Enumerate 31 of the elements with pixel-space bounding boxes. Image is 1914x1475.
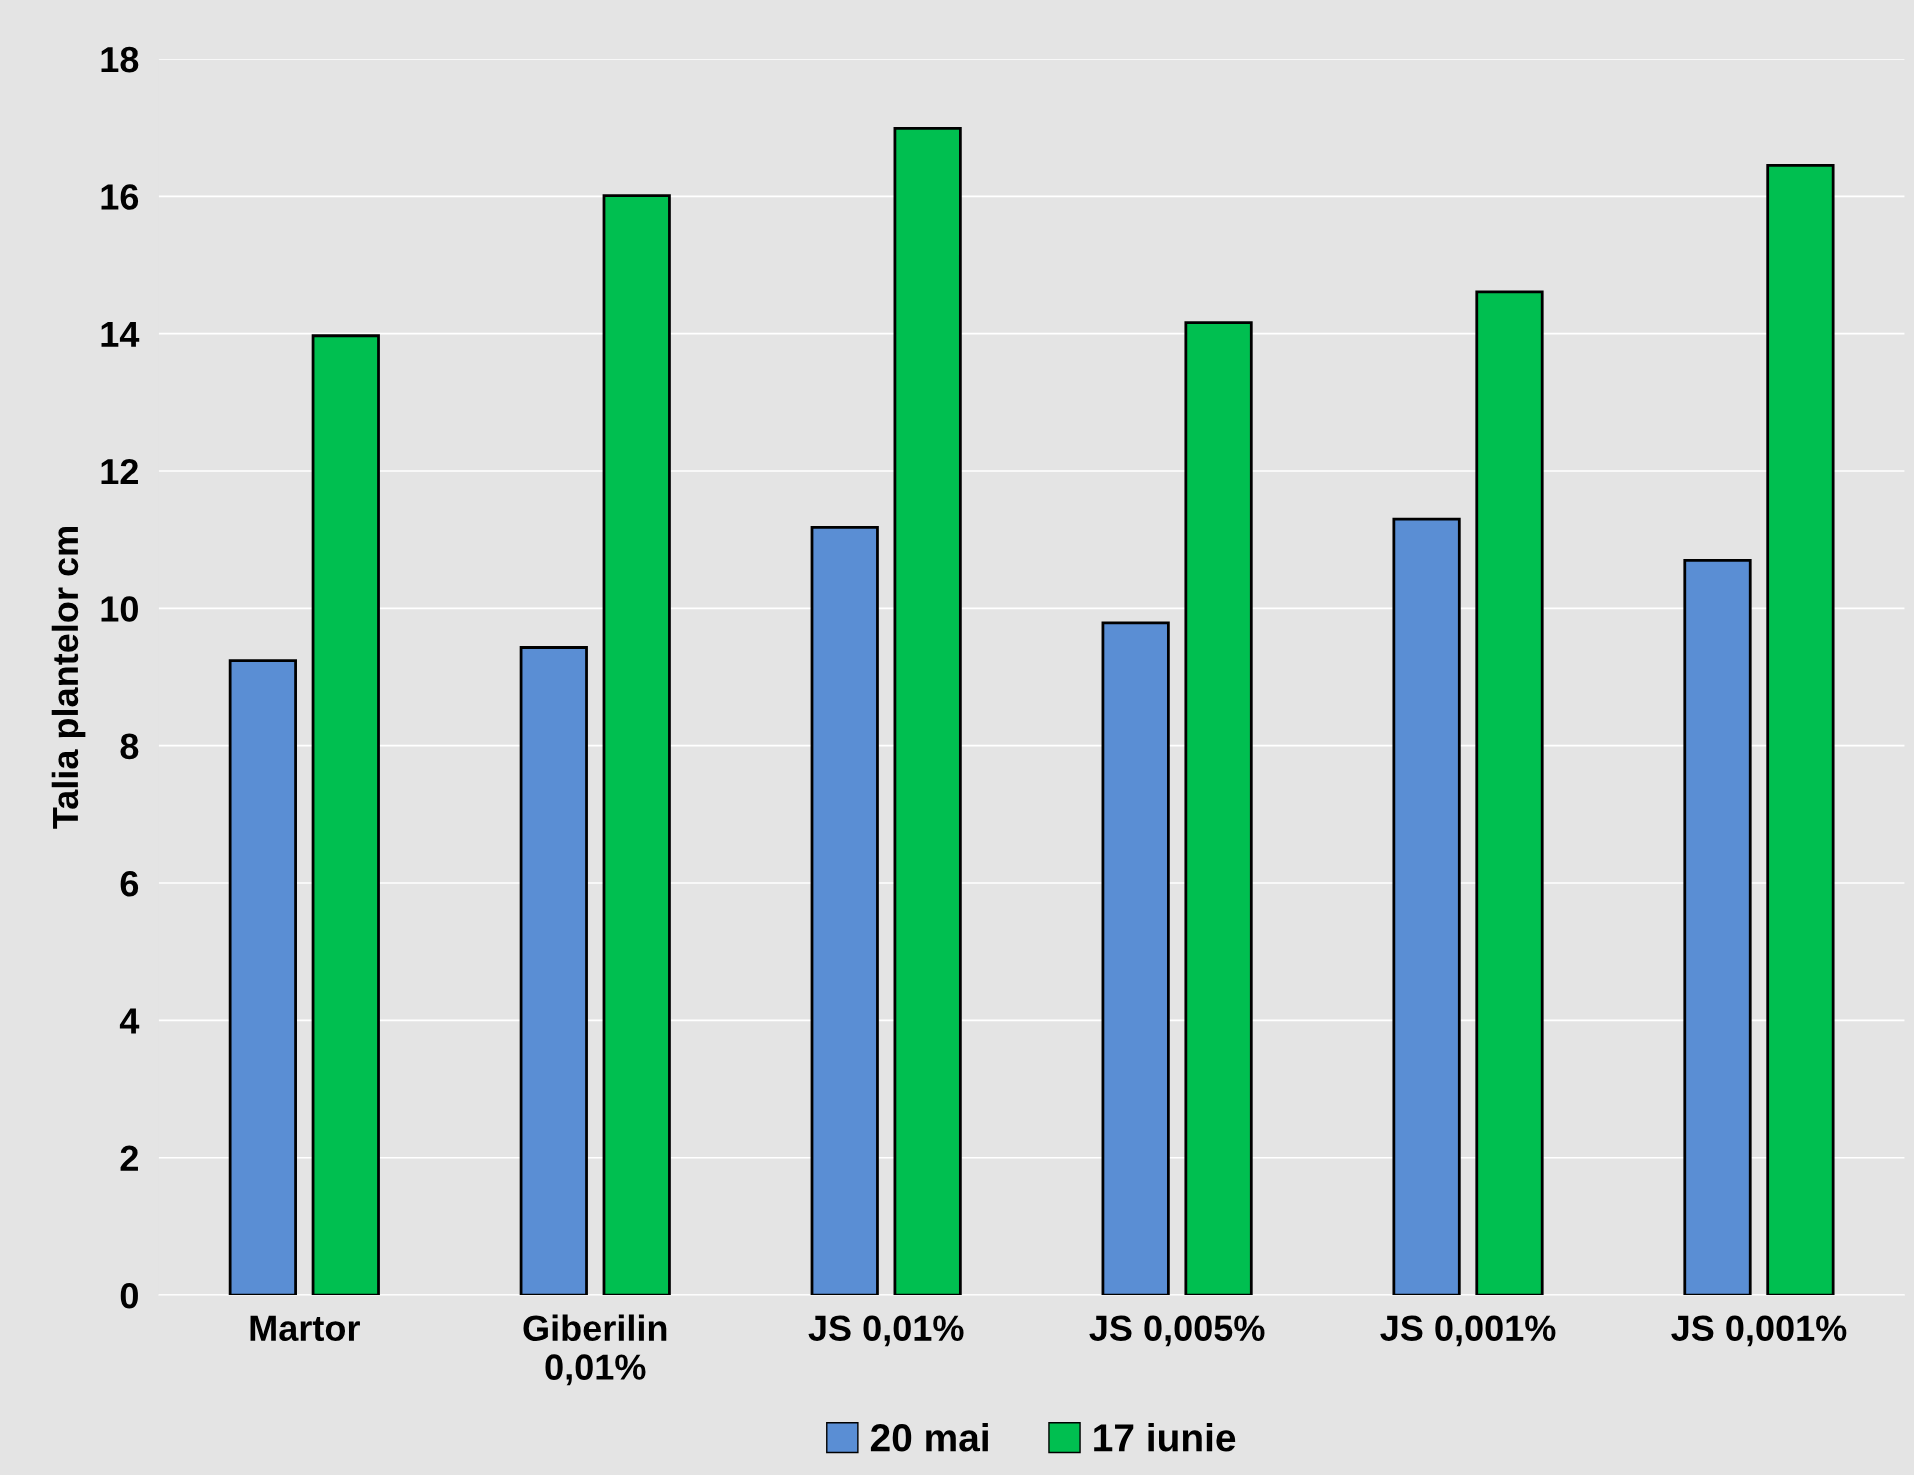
y-axis-title: Talia plantelor cm xyxy=(51,527,86,829)
bar xyxy=(1683,558,1752,1296)
bar xyxy=(1101,621,1170,1296)
legend-label: 20 mai xyxy=(870,1422,988,1452)
legend-label: 17 iunie xyxy=(1094,1422,1236,1452)
y-tick-label: 10 xyxy=(101,596,138,622)
y-tick-label: 2 xyxy=(120,1145,138,1171)
bar xyxy=(810,525,879,1296)
x-tick-label: JS 0,005% xyxy=(1089,1315,1265,1347)
bar xyxy=(602,194,671,1296)
x-tick-label: Giberilin 0,01% xyxy=(523,1314,667,1386)
bar xyxy=(228,659,297,1296)
bar xyxy=(1766,164,1835,1296)
x-tick-label: JS 0,001% xyxy=(1380,1315,1556,1347)
y-tick-label: 4 xyxy=(119,1008,140,1034)
bar xyxy=(893,126,962,1296)
bar xyxy=(1475,290,1544,1296)
y-tick-label: 0 xyxy=(120,1282,138,1309)
bar xyxy=(1392,517,1461,1296)
y-tick-label: 8 xyxy=(120,733,139,760)
y-tick-label: 16 xyxy=(101,184,139,210)
x-tick-label: JS 0,01% xyxy=(808,1315,964,1347)
x-tick-label: Martor xyxy=(250,1315,360,1342)
y-tick-label: 14 xyxy=(101,321,140,347)
y-tick-label: 18 xyxy=(101,46,139,73)
x-tick-label: JS 0,001% xyxy=(1671,1315,1847,1347)
y-tick-label: 12 xyxy=(101,458,138,485)
bar xyxy=(311,334,380,1296)
bar xyxy=(1184,321,1253,1296)
y-tick-label: 6 xyxy=(120,870,139,897)
bar xyxy=(519,646,588,1296)
